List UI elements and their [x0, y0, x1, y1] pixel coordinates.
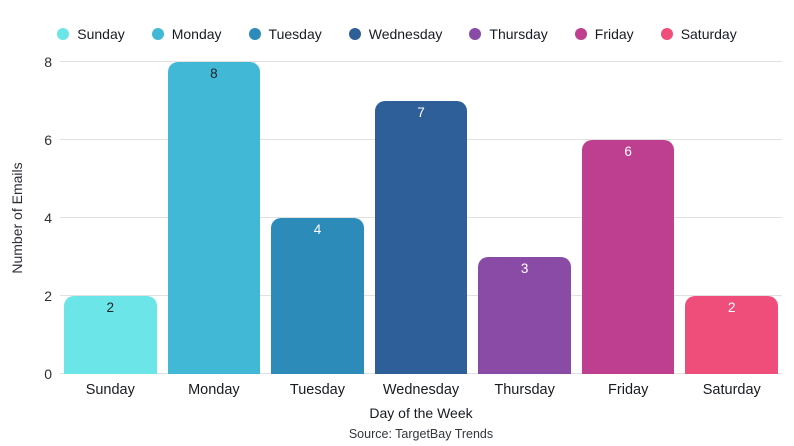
legend: Sunday Monday Tuesday Wednesday Thursday Frid… — [0, 27, 794, 41]
x-tick-label-monday: Monday — [188, 382, 240, 398]
bar-thursday[interactable]: 3 — [478, 257, 571, 374]
legend-item-saturday[interactable]: Saturday — [660, 26, 737, 42]
legend-item-label: Saturday — [680, 26, 737, 42]
y-tick-label-2: 2 — [44, 288, 52, 304]
bar-monday[interactable]: 8 — [167, 62, 261, 374]
bar-value-label-saturday: 2 — [728, 300, 736, 315]
x-tick-label-saturday: Saturday — [702, 382, 761, 398]
bar-friday[interactable]: 6 — [581, 140, 675, 374]
x-tick-label-wednesday: Wednesday — [382, 382, 460, 398]
legend-dot-icon — [248, 28, 261, 40]
legend-item-label: Sunday — [77, 26, 125, 42]
bar-saturday[interactable]: 2 — [685, 296, 779, 374]
legend-item-wednesday[interactable]: Wednesday — [348, 26, 443, 42]
y-tick-label-4: 4 — [44, 210, 52, 226]
legend-item-monday[interactable]: Monday — [151, 26, 222, 42]
bar-value-label-tuesday: 4 — [313, 222, 322, 237]
y-axis-ticks: 0 2 4 6 8 — [0, 55, 52, 381]
legend-item-sunday[interactable]: Sunday — [57, 26, 125, 42]
x-axis-ticks: Sunday Monday Tuesday Wednesday Thursday Frid… — [60, 382, 782, 398]
gridline-8 — [60, 61, 782, 62]
legend-dot-icon — [151, 28, 164, 40]
bar-sunday[interactable]: 2 — [64, 296, 157, 374]
legend-item-label: Monday — [171, 26, 222, 42]
legend-item-tuesday[interactable]: Tuesday — [248, 26, 322, 42]
bar-value-label-thursday: 3 — [520, 261, 529, 276]
bar-wednesday[interactable]: 7 — [374, 101, 468, 374]
bar-value-label-monday: 8 — [210, 66, 218, 81]
legend-dot-icon — [57, 28, 70, 40]
x-tick-label-tuesday: Tuesday — [289, 382, 345, 398]
legend-dot-icon — [348, 28, 361, 40]
y-tick-label-8: 8 — [44, 54, 52, 70]
x-tick-label-sunday: Sunday — [85, 382, 135, 398]
x-axis-title: Day of the Week — [369, 405, 473, 421]
y-tick-label-0: 0 — [44, 366, 52, 382]
bars: 2 8 4 7 3 6 2 — [60, 62, 782, 374]
y-tick-label-6: 6 — [44, 132, 52, 148]
x-tick-label-friday: Friday — [608, 382, 649, 398]
bar-value-label-wednesday: 7 — [417, 105, 425, 120]
source-note: Source: TargetBay Trends — [348, 427, 494, 441]
legend-dot-icon — [660, 28, 673, 40]
legend-item-label: Wednesday — [368, 26, 443, 42]
bar-tuesday[interactable]: 4 — [271, 218, 364, 374]
legend-item-friday[interactable]: Friday — [574, 26, 634, 42]
legend-item-label: Thursday — [489, 26, 548, 42]
legend-dot-icon — [574, 28, 587, 40]
legend-dot-icon — [469, 28, 482, 40]
plot-area: 2 8 4 7 3 6 2 — [60, 61, 782, 374]
bar-value-label-friday: 6 — [624, 144, 632, 159]
x-tick-label-thursday: Thursday — [494, 382, 555, 398]
bar-value-label-sunday: 2 — [106, 300, 115, 315]
legend-item-label: Friday — [594, 26, 634, 42]
legend-item-label: Tuesday — [268, 26, 322, 42]
legend-item-thursday[interactable]: Thursday — [469, 26, 548, 42]
